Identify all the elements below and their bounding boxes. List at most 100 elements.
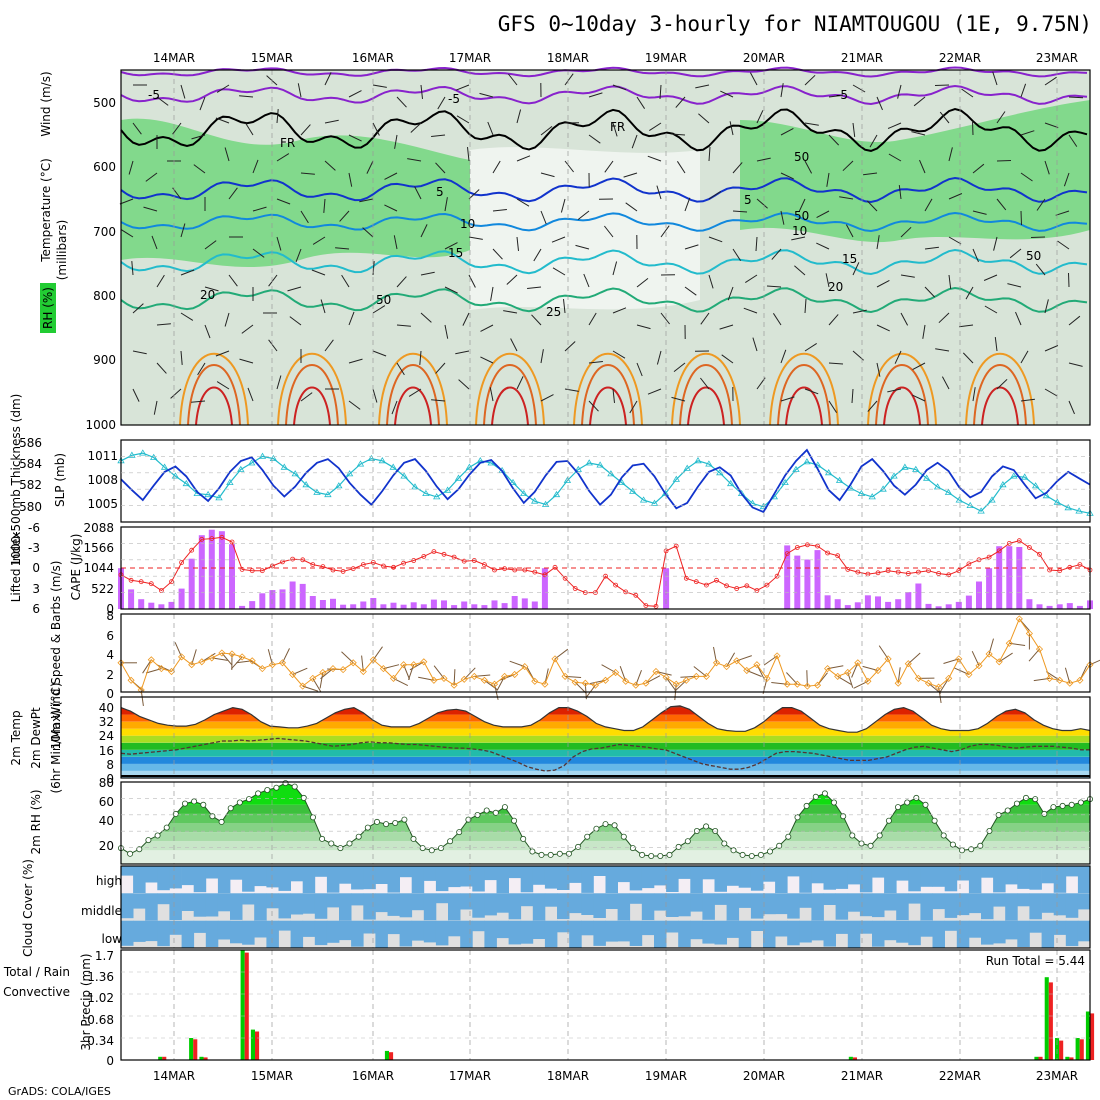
cloud-block bbox=[799, 866, 812, 893]
rh-band bbox=[121, 804, 1090, 814]
wind-barb bbox=[684, 244, 699, 250]
wind-speed-marker bbox=[783, 680, 791, 688]
precip-total-bar bbox=[1085, 1011, 1090, 1060]
pressure-axis-label: (millibars) bbox=[55, 220, 69, 281]
precip-convective-bar bbox=[203, 1057, 208, 1060]
wind-barb bbox=[828, 94, 843, 98]
cloud-block bbox=[254, 893, 267, 921]
wind-barb bbox=[216, 381, 230, 390]
li-tick: 6 bbox=[32, 602, 40, 616]
wind-speed-marker bbox=[299, 682, 307, 690]
wind-barb bbox=[660, 312, 670, 325]
precip-total-bar bbox=[1075, 1038, 1080, 1060]
wind-barb bbox=[323, 198, 326, 213]
cloud-row-label: low bbox=[102, 932, 123, 946]
wind-barb bbox=[224, 147, 230, 162]
cape-bar bbox=[824, 595, 831, 609]
cloud-block bbox=[666, 893, 679, 917]
wind-barb bbox=[563, 299, 566, 314]
precip-legend-total: Total / Rain bbox=[3, 965, 70, 979]
li-marker bbox=[229, 539, 235, 545]
rh-band bbox=[121, 783, 1090, 805]
li-marker bbox=[1047, 567, 1052, 573]
rh-marker bbox=[227, 805, 234, 812]
wind-speed-marker bbox=[198, 658, 206, 666]
wind-barb bbox=[516, 376, 524, 390]
cloud-block bbox=[411, 920, 425, 941]
wind-barb bbox=[560, 198, 566, 213]
cloud-block bbox=[181, 893, 195, 911]
wind-speed-marker bbox=[531, 677, 539, 685]
thickness-marker bbox=[237, 465, 245, 472]
cape-panel: -6 -3 0 3 6 2088 1566 1044 522 0 Lifted … bbox=[9, 521, 1093, 616]
wind-barb bbox=[420, 312, 432, 323]
wind-barb bbox=[540, 349, 544, 364]
cloud-block bbox=[157, 866, 170, 891]
li-tick: 3 bbox=[32, 582, 40, 596]
wind-barb bbox=[228, 187, 238, 200]
cloud-block bbox=[738, 866, 752, 888]
wind-barb bbox=[384, 204, 398, 212]
panel-frame bbox=[120, 865, 1091, 949]
li-marker bbox=[825, 550, 830, 556]
top-date-label: 23MAR bbox=[1036, 51, 1078, 65]
li-marker bbox=[704, 582, 709, 588]
cloud-block bbox=[581, 920, 594, 936]
wind-barb bbox=[391, 400, 398, 415]
cloud-block bbox=[242, 866, 255, 892]
cloud-block bbox=[557, 893, 570, 920]
wind-barb bbox=[842, 160, 854, 172]
wind-barb bbox=[1044, 388, 1058, 397]
isotherm-loop-30 bbox=[973, 364, 1027, 426]
wind-barb bbox=[540, 210, 547, 225]
rh-marker bbox=[821, 790, 828, 797]
rh-marker bbox=[684, 838, 691, 845]
wind-barb bbox=[972, 120, 974, 136]
isotherm-loop-30 bbox=[483, 364, 537, 426]
wind-tick: 6 bbox=[106, 629, 114, 643]
surface-wind-barb bbox=[282, 648, 290, 664]
cloud-block bbox=[775, 920, 788, 937]
rh-panel: 20 40 60 80 2m RH (%) bbox=[29, 776, 1094, 864]
cloud-block bbox=[884, 893, 897, 911]
cloud-block bbox=[956, 920, 970, 948]
li-marker bbox=[966, 561, 972, 567]
cape-bar bbox=[138, 599, 145, 609]
cloud-block bbox=[423, 920, 437, 943]
wind-barb bbox=[852, 262, 860, 276]
wind-barb bbox=[540, 394, 554, 402]
cloud-block bbox=[472, 893, 485, 918]
wind-speed-marker bbox=[248, 657, 256, 665]
wind-barb bbox=[887, 388, 902, 393]
wind-barb bbox=[516, 109, 522, 124]
cloud-block bbox=[169, 866, 182, 889]
thickness-marker bbox=[726, 479, 735, 487]
thickness-marker bbox=[182, 479, 191, 487]
cloud-block bbox=[266, 866, 279, 888]
cloud-block bbox=[1053, 920, 1067, 935]
wind-speed-marker bbox=[400, 661, 408, 669]
rh-legend: 2m RH (%) bbox=[29, 789, 43, 854]
isotherm-label: 10 bbox=[460, 217, 475, 231]
thickness-marker bbox=[748, 499, 757, 506]
wind-barb bbox=[324, 160, 336, 171]
cape-bar bbox=[471, 604, 478, 609]
rh-marker bbox=[904, 799, 911, 806]
surface-wind-barb bbox=[907, 652, 921, 665]
wind-speed-marker bbox=[763, 674, 771, 682]
cloud-block bbox=[872, 920, 885, 947]
wind-barb bbox=[215, 350, 230, 357]
thickness-marker bbox=[792, 465, 800, 472]
temp-panel: 0 8 16 24 32 40 2m Temp 2m DewPt (6hr Mi… bbox=[9, 682, 1091, 794]
precip-total-bar bbox=[1044, 977, 1049, 1060]
surface-wind-barb bbox=[939, 678, 950, 693]
cloud-row-label: high bbox=[96, 874, 122, 888]
wind-barb bbox=[1063, 172, 1070, 187]
wind-barb bbox=[156, 96, 169, 106]
cloud-block bbox=[217, 893, 231, 912]
rh-marker bbox=[849, 832, 856, 839]
thickness-marker bbox=[258, 452, 267, 459]
wind-barb bbox=[431, 134, 446, 137]
cloud-block bbox=[290, 893, 304, 915]
rh-marker bbox=[447, 838, 454, 845]
